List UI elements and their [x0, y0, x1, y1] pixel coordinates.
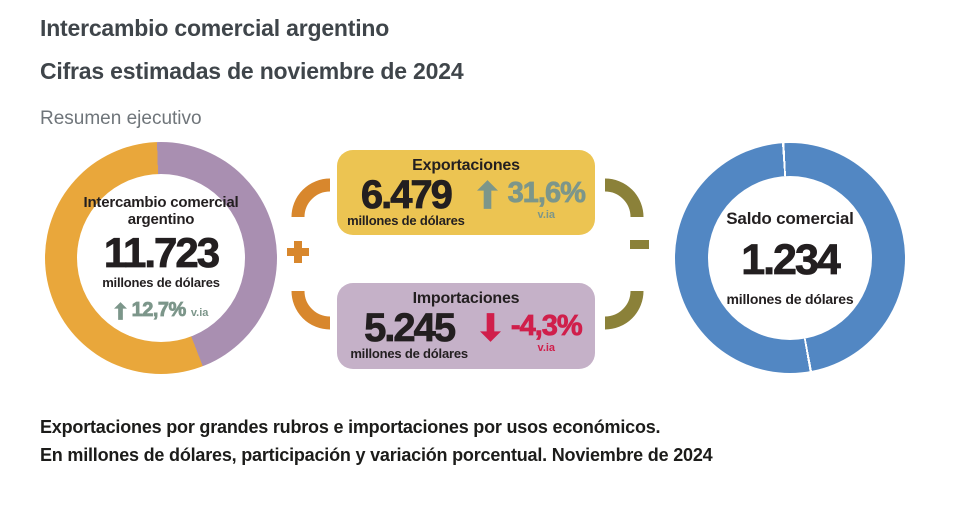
up-arrow-icon — [476, 180, 498, 209]
trade-donut-variation: 12,7% v.ia — [113, 299, 209, 322]
trade-donut-center: Intercambio comercial argentino 11.723 m… — [77, 174, 245, 342]
balance-donut-title: Saldo comercial — [726, 209, 854, 228]
imports-variation-suffix: v.ia — [537, 342, 556, 354]
imports-box-content: 5.245 millones de dólares -4,3% v.ia — [350, 306, 584, 361]
left-bracket-top-arc — [291, 178, 331, 218]
exports-value: 6.479 — [360, 173, 453, 217]
minus-icon — [630, 240, 649, 249]
page-title: Intercambio comercial argentino — [40, 15, 390, 41]
imports-unit: millones de dólares — [350, 346, 468, 361]
imports-box: Importaciones 5.245 millones de dólares … — [337, 283, 595, 369]
trade-donut-variation-pct: 12,7% — [131, 299, 187, 322]
footer-line2: En millones de dólares, participación y … — [40, 445, 713, 465]
trade-donut-unit: millones de dólares — [102, 275, 220, 290]
trade-donut-chart: Intercambio comercial argentino 11.723 m… — [45, 142, 277, 374]
trade-donut-variation-suffix: v.ia — [190, 307, 209, 319]
balance-donut-value: 1.234 — [741, 236, 841, 284]
footer-caption: Exportaciones por grandes rubros e impor… — [40, 413, 713, 469]
right-bracket-top-arc — [604, 178, 644, 218]
exports-variation-pct: 31,6% — [507, 177, 586, 209]
exports-variation-suffix: v.ia — [537, 209, 556, 221]
exports-box-content: 6.479 millones de dólares 31,6% v.ia — [347, 173, 586, 228]
down-arrow-icon — [479, 313, 501, 342]
exports-unit: millones de dólares — [347, 213, 465, 228]
exports-box: Exportaciones 6.479 millones de dólares … — [337, 150, 595, 235]
balance-donut-center: Saldo comercial 1.234 millones de dólare… — [708, 176, 872, 340]
imports-box-title: Importaciones — [412, 290, 520, 307]
trade-donut-title: Intercambio comercial argentino — [83, 194, 238, 228]
imports-value: 5.245 — [364, 306, 457, 350]
section-label: Resumen ejecutivo — [40, 108, 202, 129]
trade-donut-title-line1: Intercambio comercial — [83, 194, 239, 211]
footer-line1: Exportaciones por grandes rubros e impor… — [40, 417, 661, 437]
exports-box-title: Exportaciones — [412, 157, 520, 174]
right-bracket-bottom-arc — [604, 290, 644, 330]
plus-icon — [287, 241, 309, 263]
trade-donut-title-line2: argentino — [127, 211, 195, 228]
balance-donut-unit: millones de dólares — [726, 291, 854, 307]
page-subtitle: Cifras estimadas de noviembre de 2024 — [40, 58, 464, 84]
left-bracket-bottom-arc — [291, 290, 331, 330]
imports-variation-pct: -4,3% — [510, 310, 584, 342]
balance-donut-chart: Saldo comercial 1.234 millones de dólare… — [675, 143, 905, 373]
trade-donut-value: 11.723 — [103, 229, 221, 276]
up-arrow-icon — [113, 301, 127, 320]
